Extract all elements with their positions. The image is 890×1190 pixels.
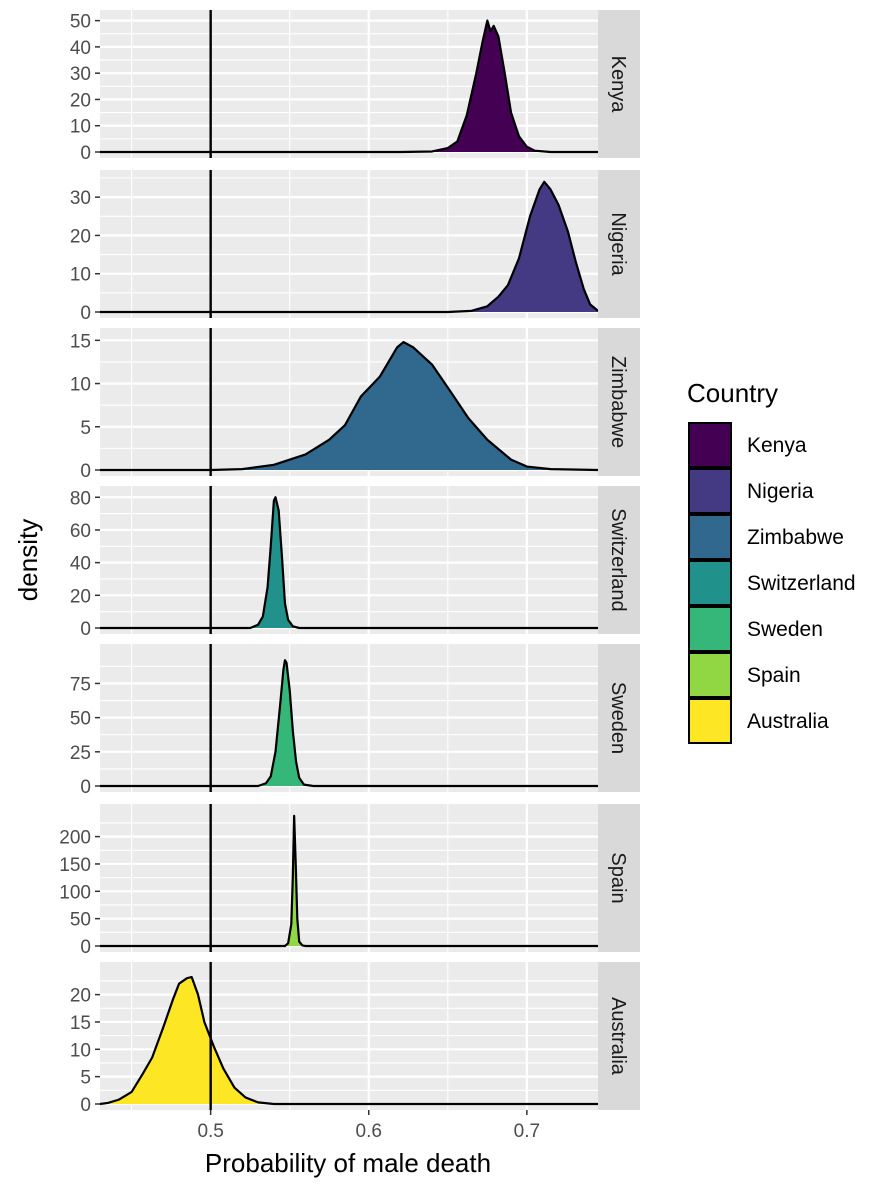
strip-background [598,10,640,158]
density-line-australia [99,976,598,1106]
legend-label-sweden: Sweden [747,618,823,641]
legend-label-spain: Spain [747,664,801,687]
y-tick-label: 50 [70,12,91,33]
y-tick-label: 0 [80,143,91,164]
y-tick-label: 25 [70,743,91,764]
strip-label-spain: Spain [607,852,629,903]
y-tick-label: 40 [70,38,91,59]
facet-panel-zimbabwe: 0 5 10 15 Zimbabwe [70,328,640,482]
x-tick-label: 0.7 [514,1121,540,1142]
legend-title: Country [687,378,778,408]
y-tick-label: 150 [59,855,91,876]
y-tick-label: 20 [70,986,91,1007]
y-tick-label: 30 [70,64,91,85]
legend-label-switzerland: Switzerland [747,572,856,595]
density-area-nigeria [100,181,598,312]
strip-label-nigeria: Nigeria [607,212,629,276]
y-tick-label: 0 [80,777,91,798]
legend-swatch-sweden [688,606,732,652]
facet-panel-sweden: 0 25 50 75 Sweden [70,644,640,798]
legend-label-zimbabwe: Zimbabwe [747,526,844,549]
y-tick-label: 10 [70,117,91,138]
y-tick-label: 20 [70,226,91,247]
density-line-zimbabwe [100,340,599,472]
y-tick-label: 60 [70,521,91,542]
y-tick-label: 40 [70,554,91,575]
density-line-spain [100,814,598,948]
legend-label-kenya: Kenya [747,434,807,457]
y-tick-label: 20 [70,90,91,111]
density-line-switzerland [100,496,598,630]
y-tick-label: 30 [70,188,91,209]
y-tick-label: 0 [80,1095,91,1116]
y-tick-label: 50 [70,910,91,931]
strip-background [598,644,640,792]
facet-panel-switzerland: 0 20 40 60 80 Switzerland [70,486,640,640]
strip-background [598,804,640,952]
legend-swatch-spain [688,652,732,698]
x-axis: 0.5 0.6 0.7 [197,1110,540,1142]
density-area-zimbabwe [100,342,598,470]
strip-label-sweden: Sweden [607,682,629,754]
y-tick-label: 10 [70,265,91,286]
y-tick-label: 0 [80,461,91,482]
x-tick-label: 0.6 [356,1121,382,1142]
legend-swatch-australia [688,698,732,744]
legend-label-australia: Australia [747,710,829,733]
legend-swatch-switzerland [688,560,732,606]
strip-label-australia: Australia [607,997,629,1076]
y-tick-label: 0 [80,619,91,640]
density-line-sweden [100,659,598,788]
y-tick-label: 0 [80,303,91,324]
y-tick-label: 15 [70,1013,91,1034]
legend-swatch-kenya [688,422,732,468]
facet-panel-kenya: 0 10 20 30 40 50 Kenya [70,10,640,164]
panel-background [100,486,598,634]
y-tick-label: 50 [70,709,91,730]
y-tick-label: 80 [70,488,91,509]
x-axis-title: Probability of male death [205,1148,491,1178]
density-area-kenya [100,20,598,152]
y-tick-label: 10 [70,375,91,396]
y-axis-title: density [13,519,43,601]
strip-background [598,328,640,476]
y-tick-label: 100 [59,882,91,903]
y-tick-label: 15 [70,331,91,352]
facet-panel-spain: 0 50 100 150 200 Spain [59,804,640,958]
strip-background [598,962,640,1110]
legend-swatch-zimbabwe [688,514,732,560]
strip-background [598,486,640,634]
y-tick-label: 75 [70,674,91,695]
strip-label-kenya: Kenya [607,56,629,114]
y-tick-label: 200 [59,828,91,849]
panel-background [100,10,598,158]
legend-swatch-nigeria [688,468,732,514]
density-line-nigeria [100,180,599,314]
facet-panels: 01020304050Kenya0102030Nigeria051015Zimb… [59,10,640,1116]
legend-label-nigeria: Nigeria [747,480,814,503]
strip-label-zimbabwe: Zimbabwe [607,356,629,448]
strip-background [598,170,640,318]
y-tick-label: 5 [80,418,91,439]
y-tick-label: 20 [70,586,91,607]
y-tick-label: 0 [80,937,91,958]
x-tick-label: 0.5 [197,1121,223,1142]
facet-panel-australia: 0 5 10 15 20 Australia [70,962,640,1116]
strip-label-switzerland: Switzerland [607,508,629,611]
density-line-kenya [100,19,598,154]
facet-panel-nigeria: 0 10 20 30 Nigeria [70,170,640,324]
y-tick-label: 5 [80,1068,91,1089]
legend: Country Kenya Nigeria Zimbabwe Switzerland S… [687,378,856,744]
y-tick-label: 10 [70,1040,91,1061]
